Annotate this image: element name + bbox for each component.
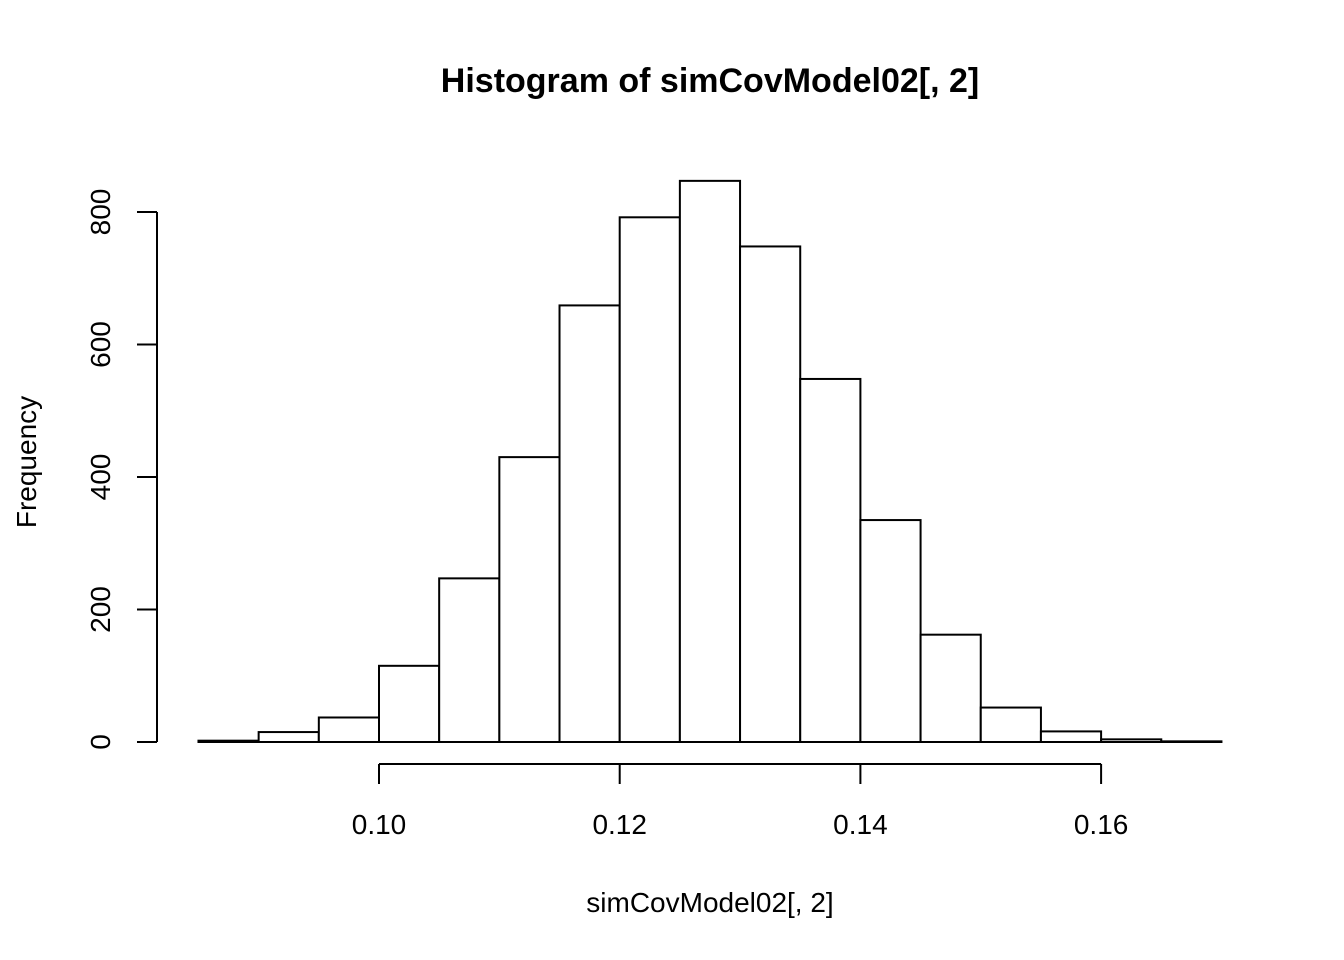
histogram-bar-9 bbox=[739, 245, 802, 743]
x-tick-label-2: 0.14 bbox=[833, 809, 888, 840]
y-tick-label-4: 800 bbox=[85, 189, 116, 236]
histogram-bar-13 bbox=[979, 706, 1042, 743]
bars-group bbox=[197, 179, 1223, 744]
histogram-bar-8 bbox=[678, 179, 742, 744]
y-tick-label-3: 600 bbox=[85, 321, 116, 368]
x-tick-label-0: 0.10 bbox=[352, 809, 407, 840]
histogram-bar-14 bbox=[1039, 730, 1103, 744]
x-tick-label-1: 0.12 bbox=[592, 809, 647, 840]
x-axis-label: simCovModel02[, 2] bbox=[586, 887, 833, 918]
y-tick-label-2: 400 bbox=[85, 454, 116, 501]
y-axis-label: Frequency bbox=[11, 396, 42, 528]
histogram-bar-3 bbox=[378, 664, 441, 743]
histogram-bar-7 bbox=[618, 216, 681, 744]
chart-title: Histogram of simCovModel02[, 2] bbox=[441, 62, 979, 100]
y-axis: 0 200 400 600 800 bbox=[85, 189, 158, 750]
y-tick-label-1: 200 bbox=[85, 586, 116, 633]
histogram-bar-4 bbox=[438, 577, 501, 743]
histogram-bar-2 bbox=[317, 716, 381, 743]
histogram-bar-6 bbox=[558, 304, 621, 743]
histogram-bar-5 bbox=[498, 456, 561, 743]
x-tick-label-3: 0.16 bbox=[1074, 809, 1129, 840]
y-tick-label-0: 0 bbox=[85, 734, 116, 750]
histogram-bar-1 bbox=[257, 731, 320, 743]
x-axis: 0.10 0.12 0.14 0.16 bbox=[352, 763, 1129, 840]
histogram-bar-10 bbox=[799, 377, 862, 743]
histogram-bar-12 bbox=[919, 633, 982, 743]
histogram-bar-11 bbox=[859, 519, 922, 743]
